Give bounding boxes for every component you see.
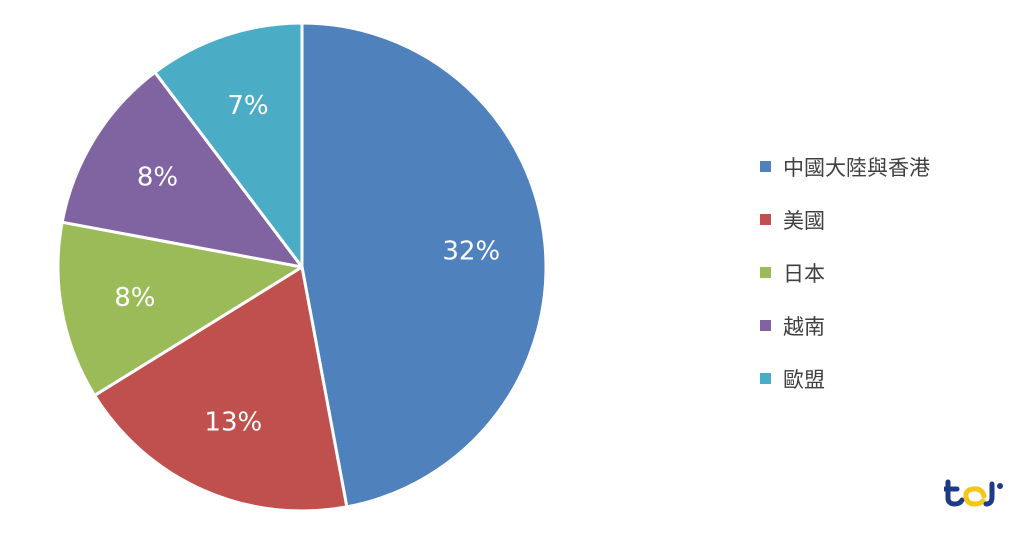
legend-swatch [760, 214, 771, 225]
legend-swatch [760, 267, 771, 278]
pie-slice-3 [56, 220, 304, 397]
pie-slice-label-5: 7% [227, 91, 268, 121]
tej-logo-icon [944, 479, 1003, 507]
legend-swatch [760, 373, 771, 384]
legend-label: 歐盟 [783, 367, 825, 392]
pie-slice-labels: 32% 13% 8% 8% 7% [114, 91, 500, 438]
pie-slices [56, 21, 548, 513]
legend-item: 美國 [760, 193, 930, 246]
legend-label: 越南 [783, 314, 825, 339]
pie-slice-1 [300, 21, 548, 509]
pie-slice-2 [93, 265, 349, 513]
legend-swatch [760, 161, 771, 172]
legend-item: 日本 [760, 246, 930, 299]
legend-item: 中國大陸與香港 [760, 140, 930, 193]
pie-slice-5 [153, 21, 304, 269]
pie-slice-label-3: 8% [114, 283, 155, 313]
pie-slice-4 [60, 70, 304, 269]
legend-label: 日本 [783, 261, 825, 286]
pie-slice-label-1: 32% [442, 236, 500, 266]
legend-item: 歐盟 [760, 352, 930, 405]
legend-label: 美國 [783, 208, 825, 233]
legend-item: 越南 [760, 299, 930, 352]
chart-legend: 中國大陸與香港 美國日本越南歐盟 [760, 140, 930, 405]
legend-label: 中國大陸與香港 [783, 155, 930, 180]
pie-slice-label-2: 13% [204, 408, 262, 438]
legend-swatch [760, 320, 771, 331]
pie-slice-label-4: 8% [137, 163, 178, 193]
